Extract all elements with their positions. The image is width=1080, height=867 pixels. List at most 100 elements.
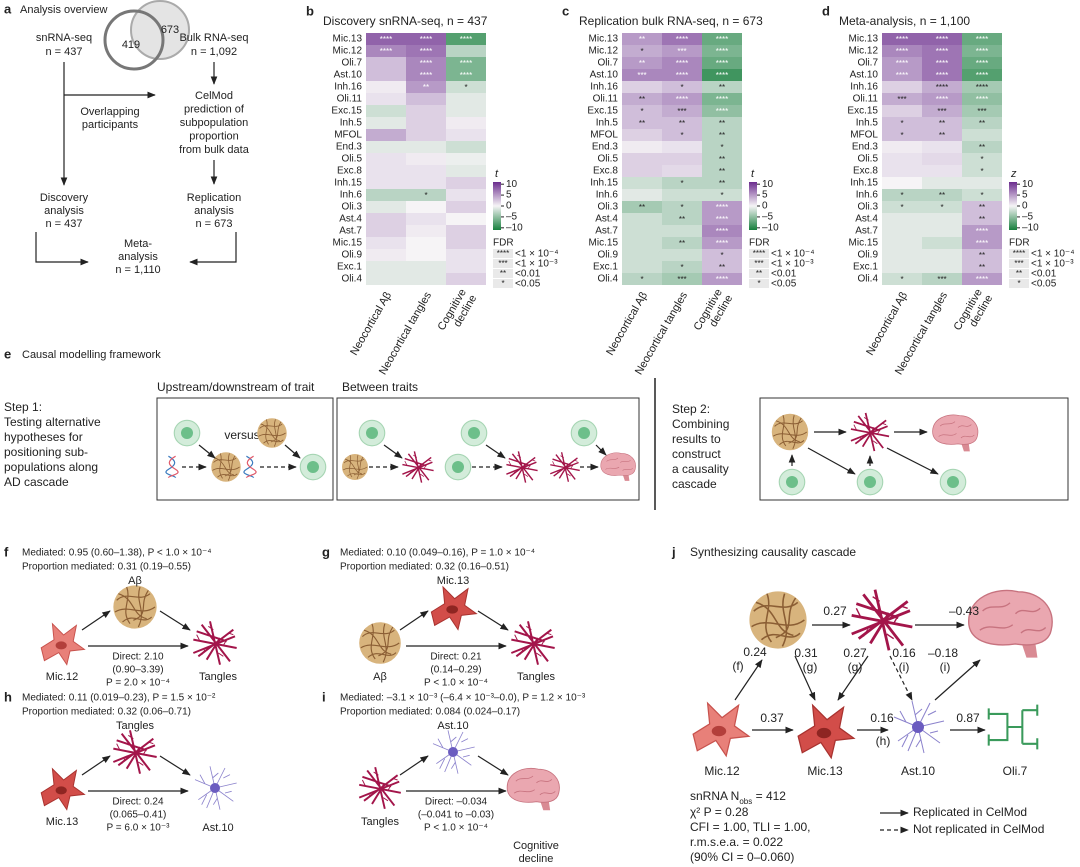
node-label: Aβ xyxy=(128,575,142,587)
significance-stars: ** xyxy=(423,83,429,92)
icon-gcell xyxy=(778,468,806,496)
direct-effect: (0.90–3.39) xyxy=(112,665,163,676)
colorbar-tick-label: –5 xyxy=(762,212,774,223)
row-label: Exc.8 xyxy=(593,166,618,177)
row-label: End.3 xyxy=(852,142,879,153)
legend-swatch xyxy=(493,279,513,288)
icon-tangle xyxy=(850,412,890,452)
significance-stars: ** xyxy=(639,203,645,212)
row-label: Ast.4 xyxy=(339,214,362,225)
heatmap-cell xyxy=(702,273,742,285)
icon-brain xyxy=(967,589,1054,659)
icon-brain xyxy=(600,452,636,482)
heatmap-cell xyxy=(962,201,1002,213)
significance-stars: ** xyxy=(939,191,945,200)
row-label: Inh.15 xyxy=(850,178,878,189)
significance-stars: ** xyxy=(979,263,985,272)
significance-stars: * xyxy=(900,131,903,140)
legend-label: <0.01 xyxy=(771,269,797,280)
heatmap-cell xyxy=(366,261,406,273)
direct-effect: (0.065–0.41) xyxy=(110,810,167,821)
node-label: Tangles xyxy=(199,671,237,683)
significance-stars: * xyxy=(680,203,683,212)
node-label: Tangles xyxy=(517,671,555,683)
heatmap-cell xyxy=(406,237,446,249)
heatmap-cell xyxy=(962,153,1002,165)
colorbar-tick-label: 10 xyxy=(506,179,518,190)
row-label: Mic.13 xyxy=(849,34,879,45)
heatmap-cell xyxy=(922,189,962,201)
row-label: Oli.3 xyxy=(597,202,618,213)
heatmap-cell xyxy=(882,57,922,69)
legend-label: <0.05 xyxy=(1031,279,1057,290)
significance-stars: ** xyxy=(979,203,985,212)
heatmap-cell xyxy=(366,189,406,201)
significance-stars: **** xyxy=(716,239,728,248)
heatmap-cell xyxy=(406,117,446,129)
significance-stars: ** xyxy=(719,167,725,176)
node-label: Mic.12 xyxy=(46,671,78,683)
heatmap-cell xyxy=(366,141,406,153)
node-label: Aβ xyxy=(373,671,387,683)
legend-label: <0.05 xyxy=(515,279,541,290)
fit-stat-part: obs xyxy=(739,797,752,806)
colorbar-tick-label: 10 xyxy=(1022,179,1034,190)
significance-stars: ** xyxy=(639,95,645,104)
row-label: Ast.10 xyxy=(850,70,879,81)
heatmap-cell xyxy=(446,93,486,105)
heatmap-cell xyxy=(922,141,962,153)
heatmap-cell xyxy=(622,189,662,201)
heatmap-cell xyxy=(882,93,922,105)
heatmap-cell xyxy=(702,237,742,249)
heatmap-cell xyxy=(622,93,662,105)
node-label: Mic.12 xyxy=(704,764,740,778)
direct-effect: Direct: 2.10 xyxy=(112,652,164,663)
edge-label: (h) xyxy=(876,734,891,748)
node-label: Mic.13 xyxy=(46,816,78,828)
row-label: Ast.10 xyxy=(590,70,619,81)
node-label: analysis xyxy=(44,205,84,217)
heatmap-cell xyxy=(882,141,922,153)
heatmap-cell xyxy=(366,225,406,237)
fit-stat-part: = 412 xyxy=(752,789,786,803)
heatmap-cell xyxy=(662,105,702,117)
heatmap-cell xyxy=(622,81,662,93)
heatmap-cell xyxy=(662,177,702,189)
significance-stars: **** xyxy=(936,47,948,56)
icon-gcell xyxy=(460,419,488,447)
panel-letter: f xyxy=(4,544,9,559)
heatmap-cell xyxy=(446,177,486,189)
icon-tangle xyxy=(401,450,435,484)
colorbar-tick-label: –10 xyxy=(506,222,523,233)
node-label: Discovery xyxy=(40,192,89,204)
row-label: MFOL xyxy=(850,130,878,141)
arrow xyxy=(399,755,429,776)
column-label: Neocortical Aβ xyxy=(864,290,910,358)
heatmap-cell xyxy=(406,201,446,213)
heatmap-cell xyxy=(406,105,446,117)
significance-stars: *** xyxy=(677,107,686,116)
row-label: Inh.16 xyxy=(850,82,878,93)
row-label: Oli.4 xyxy=(857,274,878,285)
heatmap-cell xyxy=(366,201,406,213)
arrow xyxy=(198,444,216,459)
icon-mic2 xyxy=(40,768,85,811)
node-label: Bulk RNA-seq xyxy=(179,32,248,44)
significance-stars: **** xyxy=(420,47,432,56)
panel-letter: e xyxy=(4,346,11,361)
heatmap-cell xyxy=(922,225,962,237)
significance-stars: **** xyxy=(936,83,948,92)
heatmap-cell xyxy=(446,117,486,129)
heatmap-cell xyxy=(922,153,962,165)
heatmap-cell xyxy=(922,249,962,261)
legend-stars: * xyxy=(501,279,504,288)
edge-label: 0.87 xyxy=(956,711,980,725)
significance-stars: * xyxy=(940,203,943,212)
heatmap-cell xyxy=(622,249,662,261)
step-text: construct xyxy=(672,447,721,461)
heatmap-cell xyxy=(446,249,486,261)
significance-stars: ** xyxy=(719,179,725,188)
heatmap-cell xyxy=(702,189,742,201)
icon-tangle xyxy=(358,766,402,810)
heatmap-cell xyxy=(662,261,702,273)
